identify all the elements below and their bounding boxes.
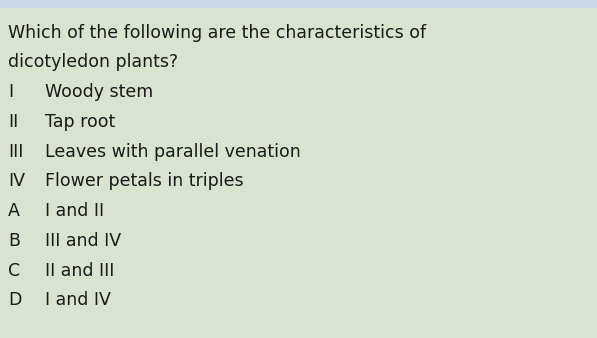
- Text: Which of the following are the characteristics of: Which of the following are the character…: [8, 24, 426, 42]
- Text: I and II: I and II: [45, 202, 104, 220]
- Bar: [0, 0, 597, 8]
- Text: Leaves with parallel venation: Leaves with parallel venation: [45, 143, 300, 161]
- Text: Tap root: Tap root: [45, 113, 115, 131]
- Text: III and IV: III and IV: [45, 232, 121, 250]
- Text: dicotyledon plants?: dicotyledon plants?: [8, 53, 178, 71]
- Text: III: III: [8, 143, 23, 161]
- Text: II and III: II and III: [45, 262, 114, 280]
- Text: C: C: [8, 262, 20, 280]
- Text: A: A: [8, 202, 20, 220]
- Text: D: D: [8, 291, 21, 309]
- Text: B: B: [8, 232, 20, 250]
- Text: Woody stem: Woody stem: [45, 83, 153, 101]
- Text: Flower petals in triples: Flower petals in triples: [45, 172, 244, 190]
- Text: I: I: [8, 83, 13, 101]
- Text: I and IV: I and IV: [45, 291, 110, 309]
- Text: II: II: [8, 113, 18, 131]
- Text: IV: IV: [8, 172, 24, 190]
